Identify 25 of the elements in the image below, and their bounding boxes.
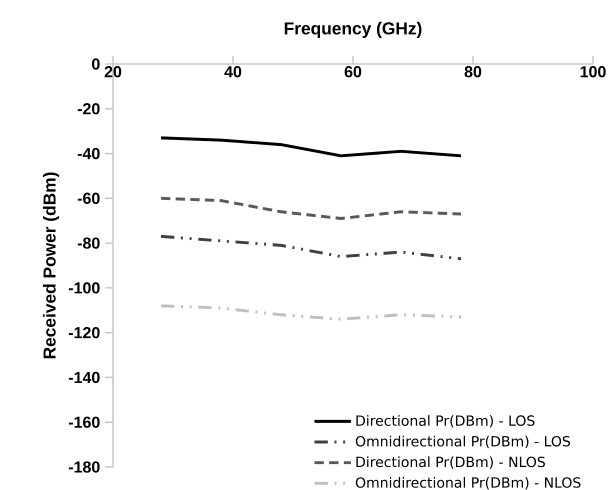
x-tick-label: 20 (104, 66, 122, 78)
y-tick-label: -40 (78, 148, 100, 160)
y-tick-label: -120 (68, 327, 100, 338)
x-axis-title: Frequency (GHz) (284, 22, 422, 38)
line-series (160, 234, 462, 260)
y-tick-label: -20 (78, 103, 100, 114)
x-tick-label: 40 (224, 66, 242, 78)
line-series (160, 136, 462, 158)
line-series (160, 304, 462, 321)
x-tick-label: 80 (464, 66, 482, 78)
x-tick-label: 100 (580, 66, 606, 78)
x-tick-label: 60 (344, 66, 362, 78)
y-tick-label: -140 (68, 372, 100, 384)
y-tick-label: -160 (68, 416, 100, 428)
y-tick-label: -80 (78, 237, 100, 249)
y-tick-label: -180 (68, 461, 100, 473)
legend-label: Directional Pr(DBm) - LOS (356, 415, 534, 428)
line-series (160, 196, 462, 220)
legend-label: Omnidirectional Pr(DBm) - NLOS (356, 476, 580, 490)
y-tick-label: -100 (68, 282, 100, 294)
legend-label: Omnidirectional Pr(DBm) - LOS (356, 436, 570, 448)
legend-label: Directional Pr(DBm) - NLOS (356, 456, 545, 469)
y-tick-label: 0 (92, 58, 100, 70)
y-axis-title: Received Power (dBm) (42, 172, 60, 358)
y-tick-label: -60 (78, 192, 100, 204)
